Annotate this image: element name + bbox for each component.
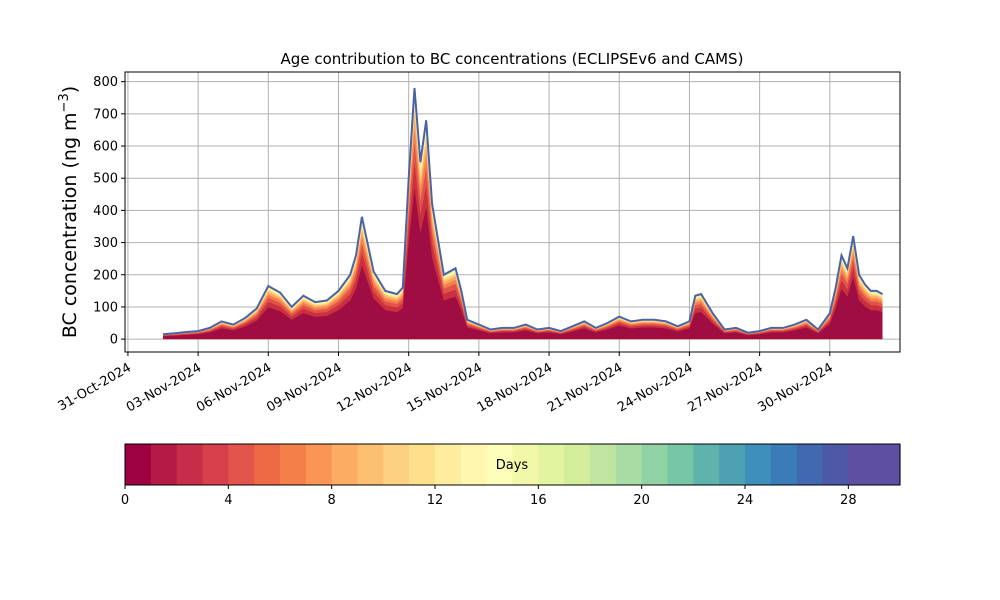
x-tick-label: 24-Nov-2024 — [615, 360, 695, 415]
colorbar-segment — [176, 444, 204, 485]
colorbar: 0 4 8 12 16 20 24 28 — [121, 443, 901, 508]
colorbar-tick-label: 16 — [530, 493, 547, 508]
y-tick-label: 300 — [93, 236, 118, 251]
colorbar-tick-label: 24 — [737, 493, 754, 508]
y-tick-label: 400 — [93, 204, 118, 219]
y-tick-label: 700 — [93, 107, 118, 122]
x-tick-label: 09-Nov-2024 — [264, 360, 344, 415]
y-tick-label: 600 — [93, 140, 118, 155]
x-tick-label: 12-Nov-2024 — [334, 360, 414, 415]
colorbar-segment — [770, 444, 798, 485]
colorbar-segment — [357, 444, 384, 485]
plot-area — [163, 88, 883, 340]
colorbar-tick-label: 28 — [840, 493, 857, 508]
plot-frame — [124, 71, 901, 353]
x-tick-label: 03-Nov-2024 — [124, 360, 204, 415]
y-tick-label: 500 — [93, 172, 118, 187]
colorbar-segment — [435, 444, 462, 485]
y-tick-label: 0 — [110, 333, 118, 348]
colorbar-segment — [460, 444, 488, 485]
colorbar-tick-label: 8 — [328, 493, 336, 508]
colorbar-segment — [874, 444, 901, 485]
y-tick-label: 100 — [93, 300, 118, 315]
area-series-0-2 — [163, 188, 883, 340]
colorbar-tick-label: 0 — [121, 493, 129, 508]
colorbar-segment — [486, 444, 514, 485]
x-tick-label: 30-Nov-2024 — [756, 360, 836, 415]
colorbar-segment — [150, 444, 178, 485]
colorbar-segment — [228, 444, 255, 485]
colorbar-segment — [719, 444, 746, 485]
x-tick-label: 15-Nov-2024 — [405, 360, 485, 415]
colorbar-segment — [590, 444, 617, 485]
x-tick-label: 27-Nov-2024 — [685, 360, 765, 415]
grid — [125, 72, 900, 352]
colorbar-segment — [848, 444, 875, 485]
colorbar-segment — [254, 444, 281, 485]
y-axis-label-close: ) — [59, 86, 81, 93]
colorbar-segment — [641, 444, 669, 485]
colorbar-segment — [202, 444, 229, 485]
colorbar-segment — [796, 444, 824, 485]
y-tick-label: 200 — [93, 268, 118, 283]
colorbar-segment — [538, 444, 565, 485]
colorbar-tick-label: 12 — [427, 493, 444, 508]
y-axis: 0 100 200 300 400 500 600 700 800 — [93, 75, 125, 348]
colorbar-segment — [305, 444, 333, 485]
x-tick-label: 31-Oct-2024 — [56, 360, 134, 414]
colorbar-segment — [409, 444, 436, 485]
total-line — [162, 88, 883, 336]
x-tick-label: 18-Nov-2024 — [475, 360, 555, 415]
colorbar-segment — [331, 444, 359, 485]
colorbar-segment — [745, 444, 772, 485]
x-tick-label: 06-Nov-2024 — [194, 360, 274, 415]
colorbar-segment — [125, 444, 152, 485]
colorbar-segment — [280, 444, 307, 485]
colorbar-tick-label: 20 — [633, 493, 650, 508]
y-axis-label-sup: −3 — [57, 93, 72, 112]
y-tick-label: 800 — [93, 75, 118, 90]
x-tick-label: 21-Nov-2024 — [545, 360, 625, 415]
colorbar-segment — [667, 444, 694, 485]
colorbar-segment — [693, 444, 720, 485]
colorbar-tick-label: 4 — [224, 493, 232, 508]
colorbar-segment — [822, 444, 849, 485]
x-axis: 31-Oct-202403-Nov-202406-Nov-202409-Nov-… — [56, 352, 836, 415]
colorbar-segment — [615, 444, 643, 485]
colorbar-label: Days — [496, 458, 529, 473]
y-axis-label-text: BC concentration (ng m — [59, 112, 81, 338]
colorbar-segment — [564, 444, 591, 485]
colorbar-frame — [124, 443, 901, 486]
colorbar-segment — [512, 444, 539, 485]
chart-title: Age contribution to BC concentrations (E… — [281, 50, 744, 68]
y-axis-label: BC concentration (ng m−3) — [57, 86, 81, 338]
colorbar-segment — [383, 444, 410, 485]
